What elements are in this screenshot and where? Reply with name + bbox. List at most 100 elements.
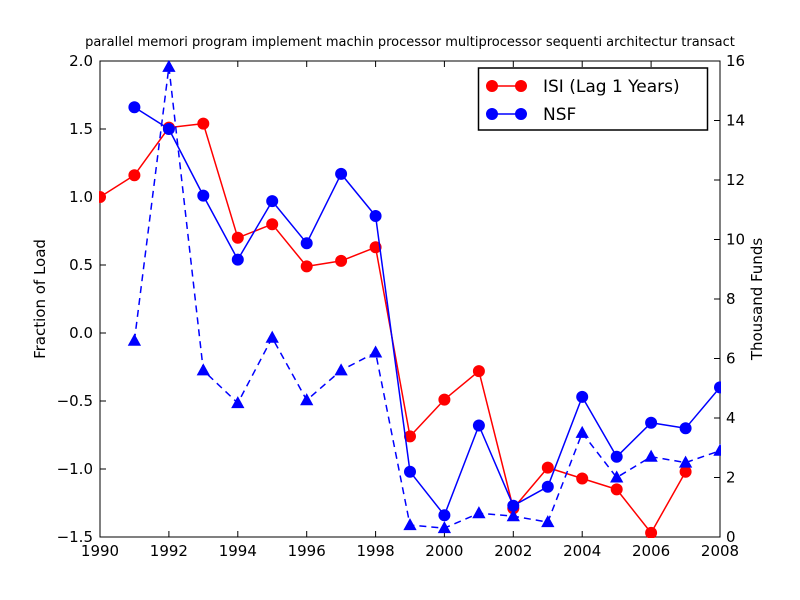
nsf-point [472,419,485,432]
nsf-funds-point [575,425,589,438]
nsf-point [438,509,451,522]
nsf-point [300,237,313,250]
x-tick-label: 1992 [150,542,188,560]
x-tick-label: 2000 [425,542,463,560]
nsf-point [645,416,658,429]
isi-point [576,472,589,485]
y-tick-label-right: 6 [726,350,736,368]
nsf-funds-point [231,396,245,409]
legend-entry: ISI (Lag 1 Years) [486,77,680,97]
plot-frame [99,60,721,538]
y-tick-label-left: 1.5 [69,120,93,138]
isi-point [369,241,382,254]
y-tick-label-right: 14 [726,112,745,130]
nsf-funds-point [196,363,210,376]
nsf-point [679,422,692,435]
nsf-funds-point [678,455,693,468]
isi-point [541,461,554,474]
nsf-point [335,167,348,180]
y-tick-label-right: 2 [726,469,736,487]
nsf-funds-point [610,470,624,483]
y-tick-label-right: 16 [726,52,745,70]
y-tick-label-right: 4 [726,409,736,427]
legend-marker [486,80,498,92]
isi-point [610,483,623,496]
nsf-funds-point [403,518,417,531]
isi-point [300,260,313,273]
y-tick-label-right: 12 [726,171,745,189]
nsf-point [404,465,416,478]
nsf-funds-point [644,449,658,462]
nsf-funds-point [162,60,176,72]
x-tick-label: 2004 [563,542,601,560]
isi-point [679,465,692,478]
x-tick-label: 2002 [494,542,532,560]
series-layer [99,60,721,538]
y-tick-label-left: 1.0 [69,188,93,206]
chart-title: parallel memori program implement machin… [85,35,735,50]
nsf-funds-point [472,506,486,519]
nsf-funds-point [300,393,314,406]
legend: ISI (Lag 1 Years) NSF [477,67,709,131]
legend-label: NSF [543,105,576,125]
legend-marker [515,108,527,120]
x-tick-label: 1998 [357,542,395,560]
y-tick-label-right: 10 [726,231,745,249]
x-tick-label: 1996 [288,542,326,560]
isi-point [472,365,485,378]
nsf-funds-point [265,330,279,343]
y-tick-label-right: 0 [726,528,736,546]
nsf-point [231,253,244,266]
nsf-funds-point [437,521,452,534]
x-tick-label: 2006 [632,542,670,560]
isi-point [335,254,348,267]
legend-marker [486,108,498,120]
legend-entry: NSF [486,105,576,125]
isi-point [266,218,279,231]
isi-point [438,393,451,406]
nsf-point [162,123,175,135]
nsf-point [128,101,141,114]
isi-point [128,169,141,182]
y-tick-label-right: 8 [726,290,736,308]
right-axis-label: Thousand Funds [748,237,766,361]
nsf-funds-point [713,443,721,456]
x-tick-label: 2008 [701,542,739,560]
isi-point [645,526,658,538]
y-tick-label-left: 2.0 [69,52,93,70]
legend-marker [515,80,527,92]
series-nsf-funds-line [133,66,721,529]
nsf-funds-point [541,515,555,528]
x-tick-label: 1994 [219,542,257,560]
y-tick-label-left: −0.5 [57,392,93,410]
y-tick-label-left: −1.0 [57,460,93,478]
legend-frame [477,67,709,131]
nsf-funds-point [127,333,142,346]
series-nsf-funds [127,60,721,534]
y-axis-left: 2.0 1.5 1.0 0.5 0.0 −0.5 −1.0 −1.5 [57,52,106,546]
nsf-funds-point [334,363,348,376]
y-tick-label-left: 0.0 [69,324,93,342]
nsf-funds-point [368,345,383,358]
series-nsf [128,101,721,522]
nsf-point [714,381,721,394]
y-axis-right: 16 14 12 10 8 6 4 2 0 [714,52,745,546]
nsf-point [197,189,210,202]
nsf-point [369,210,382,222]
nsf-point [266,195,279,208]
series-nsf-line [133,106,721,516]
y-tick-label-left: 0.5 [69,256,93,274]
legend-label: ISI (Lag 1 Years) [543,77,680,97]
isi-point [231,231,244,244]
isi-point [99,191,106,203]
isi-point [197,117,210,130]
nsf-point [610,450,623,463]
x-tick-label: 1990 [81,542,119,560]
left-axis-label: Fraction of Load [31,239,49,359]
nsf-funds-point [506,509,520,522]
nsf-point [541,480,554,493]
x-axis: 1990 1992 1994 1996 1998 2000 2002 2004 2006 2008 [81,61,739,560]
y-tick-label-left: −1.5 [57,528,93,546]
